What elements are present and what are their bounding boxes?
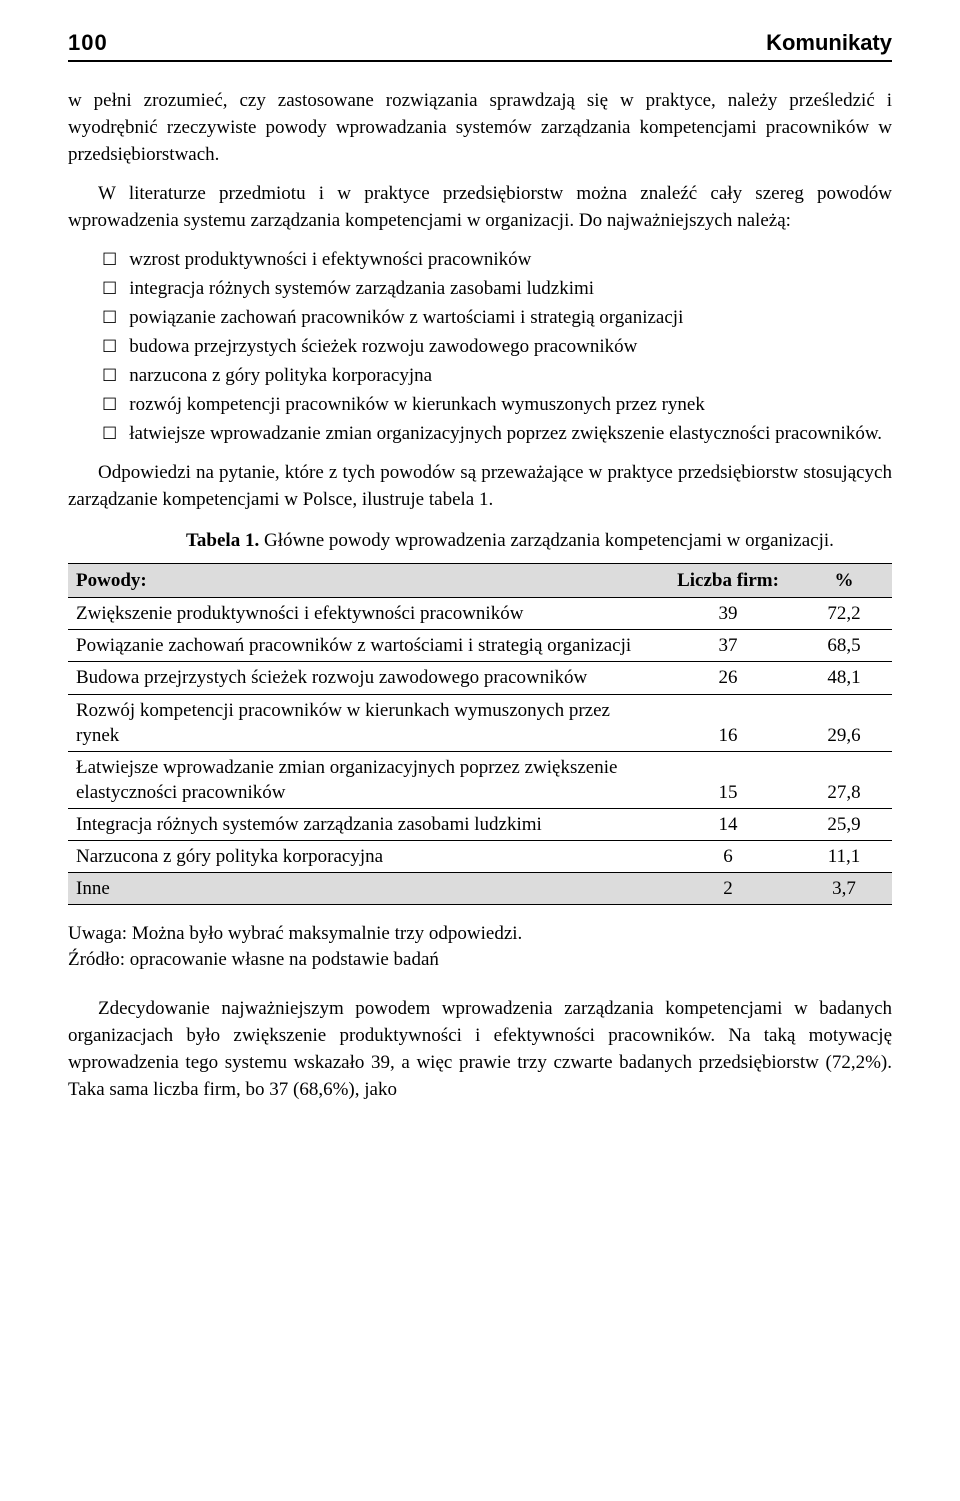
paragraph-1: w pełni zrozumieć, czy zastosowane rozwi… (68, 88, 892, 169)
table-row: Inne 2 3,7 (68, 872, 892, 904)
cell-reason: Integracja różnych systemów zarządzania … (68, 808, 660, 840)
table-header-row: Powody: Liczba firm: % (68, 564, 892, 598)
table-caption: Tabela 1. Główne powody wprowadzenia zar… (186, 528, 892, 554)
journal-name: Komunikaty (766, 30, 892, 56)
cell-reason: Zwiększenie produktywności i efektywnośc… (68, 598, 660, 630)
cell-count: 26 (660, 662, 796, 694)
cell-count: 14 (660, 808, 796, 840)
data-table: Powody: Liczba firm: % Zwiększenie produ… (68, 563, 892, 905)
col-header-percent: % (796, 564, 892, 598)
list-item: rozwój kompetencji pracowników w kierunk… (68, 392, 892, 419)
cell-percent: 29,6 (796, 694, 892, 751)
cell-percent: 11,1 (796, 840, 892, 872)
table-row: Łatwiejsze wprowadzanie zmian organizacy… (68, 751, 892, 808)
cell-count: 15 (660, 751, 796, 808)
cell-count: 16 (660, 694, 796, 751)
list-item: wzrost produktywności i efektywności pra… (68, 247, 892, 274)
table-row: Integracja różnych systemów zarządzania … (68, 808, 892, 840)
table-row: Budowa przejrzystych ścieżek rozwoju zaw… (68, 662, 892, 694)
table-row: Powiązanie zachowań pracowników z wartoś… (68, 630, 892, 662)
cell-reason: Powiązanie zachowań pracowników z wartoś… (68, 630, 660, 662)
table-notes: Uwaga: Można było wybrać maksymalnie trz… (68, 921, 892, 972)
paragraph-2: W literaturze przedmiotu i w praktyce pr… (68, 181, 892, 235)
list-item: budowa przejrzystych ścieżek rozwoju zaw… (68, 334, 892, 361)
cell-percent: 25,9 (796, 808, 892, 840)
running-header: 100 Komunikaty (68, 30, 892, 62)
table-row: Narzucona z góry polityka korporacyjna 6… (68, 840, 892, 872)
cell-percent: 48,1 (796, 662, 892, 694)
cell-count: 2 (660, 872, 796, 904)
table-row: Zwiększenie produktywności i efektywnośc… (68, 598, 892, 630)
note-line-1: Uwaga: Można było wybrać maksymalnie trz… (68, 923, 522, 944)
cell-reason: Rozwój kompetencji pracowników w kierunk… (68, 694, 660, 751)
table-row: Rozwój kompetencji pracowników w kierunk… (68, 694, 892, 751)
list-item: narzucona z góry polityka korporacyjna (68, 363, 892, 390)
cell-count: 39 (660, 598, 796, 630)
cell-percent: 3,7 (796, 872, 892, 904)
paragraph-4: Zdecydowanie najważniejszym powodem wpro… (68, 996, 892, 1104)
list-item: integracja różnych systemów zarządzania … (68, 276, 892, 303)
cell-percent: 27,8 (796, 751, 892, 808)
paragraph-3: Odpowiedzi na pytanie, które z tych powo… (68, 460, 892, 514)
note-line-2: Źródło: opracowanie własne na podstawie … (68, 949, 439, 970)
cell-reason: Narzucona z góry polityka korporacyjna (68, 840, 660, 872)
col-header-count: Liczba firm: (660, 564, 796, 598)
cell-percent: 72,2 (796, 598, 892, 630)
table-caption-label: Tabela 1. (186, 530, 259, 551)
page-number: 100 (68, 30, 108, 56)
bullet-list: wzrost produktywności i efektywności pra… (68, 247, 892, 448)
cell-percent: 68,5 (796, 630, 892, 662)
cell-count: 37 (660, 630, 796, 662)
cell-count: 6 (660, 840, 796, 872)
list-item: łatwiejsze wprowadzanie zmian organizacy… (68, 421, 892, 448)
cell-reason: Łatwiejsze wprowadzanie zmian organizacy… (68, 751, 660, 808)
table-caption-text: Główne powody wprowadzenia zarządzania k… (259, 530, 834, 551)
cell-reason: Budowa przejrzystych ścieżek rozwoju zaw… (68, 662, 660, 694)
col-header-reason: Powody: (68, 564, 660, 598)
list-item: powiązanie zachowań pracowników z wartoś… (68, 305, 892, 332)
cell-reason: Inne (68, 872, 660, 904)
page-container: 100 Komunikaty w pełni zrozumieć, czy za… (0, 0, 960, 1146)
